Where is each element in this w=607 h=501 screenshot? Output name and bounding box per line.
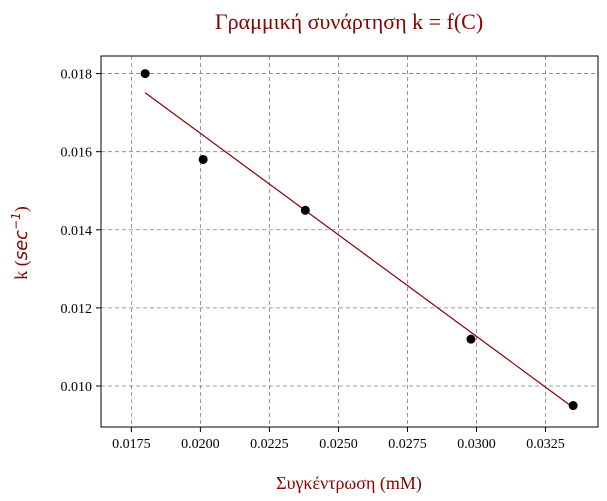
y-tick-label: 0.018 bbox=[61, 68, 93, 83]
x-tick-label: 0.0250 bbox=[319, 437, 358, 452]
x-axis-ticks: 0.0175 0.0200 0.0225 0.0250 0.0275 0.0300 0.03… bbox=[112, 427, 565, 452]
y-axis-label-exponent: −1 bbox=[9, 212, 23, 230]
x-tick-label: 0.0200 bbox=[181, 437, 220, 452]
x-tick-label: 0.0175 bbox=[112, 437, 151, 452]
y-axis-label-suffix: ) bbox=[11, 206, 32, 212]
grid bbox=[101, 56, 598, 427]
plot-frame bbox=[100, 55, 599, 428]
y-axis-label: k (sec−1) bbox=[9, 206, 32, 280]
y-axis-label-unit: sec bbox=[11, 230, 32, 260]
chart-title: Γραμμική συνάρτηση k = f(C) bbox=[215, 9, 483, 34]
x-tick-label: 0.0300 bbox=[457, 437, 496, 452]
fit-line bbox=[144, 92, 574, 408]
data-point bbox=[300, 205, 310, 215]
x-axis-label: Συγκέντρωση (mM) bbox=[276, 473, 422, 494]
y-tick-label: 0.010 bbox=[61, 380, 93, 395]
y-axis-label-prefix: k ( bbox=[11, 260, 32, 280]
x-tick-label: 0.0225 bbox=[250, 437, 289, 452]
data-points bbox=[140, 69, 578, 411]
data-point bbox=[140, 69, 150, 79]
data-point bbox=[198, 154, 208, 164]
y-axis-ticks: 0.010 0.012 0.014 0.016 0.018 bbox=[61, 68, 101, 395]
x-tick-label: 0.0275 bbox=[388, 437, 427, 452]
y-tick-label: 0.016 bbox=[61, 146, 93, 161]
data-point bbox=[466, 334, 476, 344]
y-tick-label: 0.012 bbox=[61, 302, 93, 317]
data-point bbox=[568, 401, 578, 411]
x-tick-label: 0.0325 bbox=[526, 437, 565, 452]
y-tick-label: 0.014 bbox=[61, 224, 93, 239]
